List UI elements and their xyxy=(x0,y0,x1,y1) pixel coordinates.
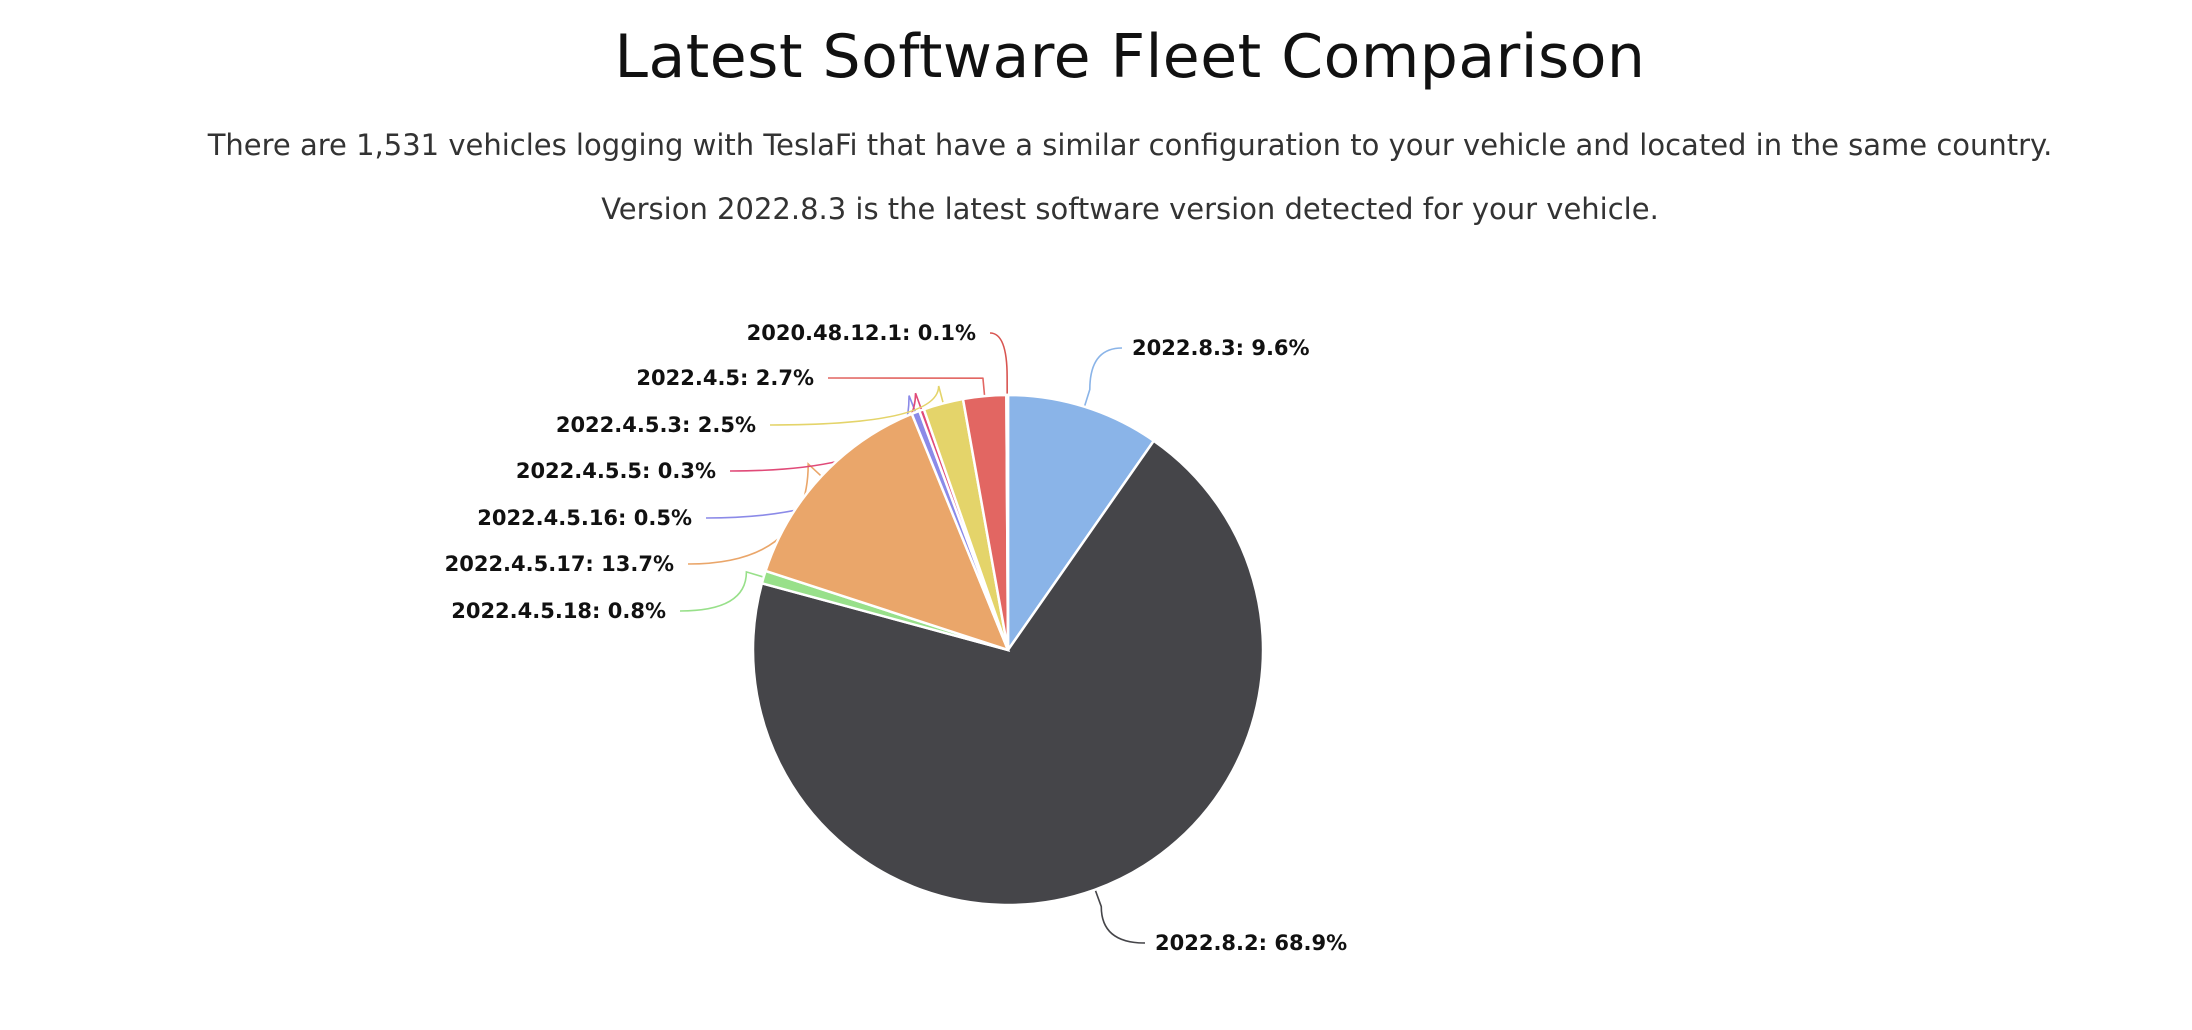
page-title: Latest Software Fleet Comparison xyxy=(614,22,1646,92)
data-label-2022-4-5-5: 2022.4.5.5: 0.3% xyxy=(516,459,716,483)
data-label-2022-4-5-17: 2022.4.5.17: 13.7% xyxy=(445,552,674,576)
data-label-2022-8-3: 2022.8.3: 9.6% xyxy=(1132,336,1310,360)
data-label-2020-48-12-1: 2020.48.12.1: 0.1% xyxy=(747,321,976,345)
pie-slice-2022-8-3[interactable] xyxy=(1006,393,1156,654)
connector-line-2022-4-5-18 xyxy=(679,570,766,612)
data-label-2022-4-5-3: 2022.4.5.3: 2.5% xyxy=(556,413,756,437)
data-label-2022-4-5-16: 2022.4.5.16: 0.5% xyxy=(477,506,692,530)
pie-slice-2020-48-12-1[interactable] xyxy=(1005,393,1010,651)
data-label-2022-8-2: 2022.8.2: 68.9% xyxy=(1155,931,1347,955)
pie-slice-2022-8-2[interactable] xyxy=(751,439,1265,907)
fleet-count-summary: There are 1,531 vehicles logging with Te… xyxy=(207,128,2053,162)
connector-line-2022-8-2 xyxy=(1093,887,1146,944)
connector-line-2022-4-5 xyxy=(827,377,986,399)
data-labels: 2022.8.3: 9.6% 2022.8.2: 68.9% 2022.4.5.18… xyxy=(445,321,1348,955)
pie-slices xyxy=(751,393,1265,907)
data-label-2022-4-5-18: 2022.4.5.18: 0.8% xyxy=(451,599,666,623)
latest-version-summary: Version 2022.8.3 is the latest software … xyxy=(601,192,1659,226)
pie-slice-2022-4-5-17[interactable] xyxy=(764,412,1011,653)
connector-line-2022-8-3 xyxy=(1083,347,1123,409)
connector-line-2022-4-5-3 xyxy=(769,385,945,426)
data-label-2022-4-5: 2022.4.5: 2.7% xyxy=(636,366,814,390)
connector-line-2020-48-12-1 xyxy=(989,332,1008,398)
